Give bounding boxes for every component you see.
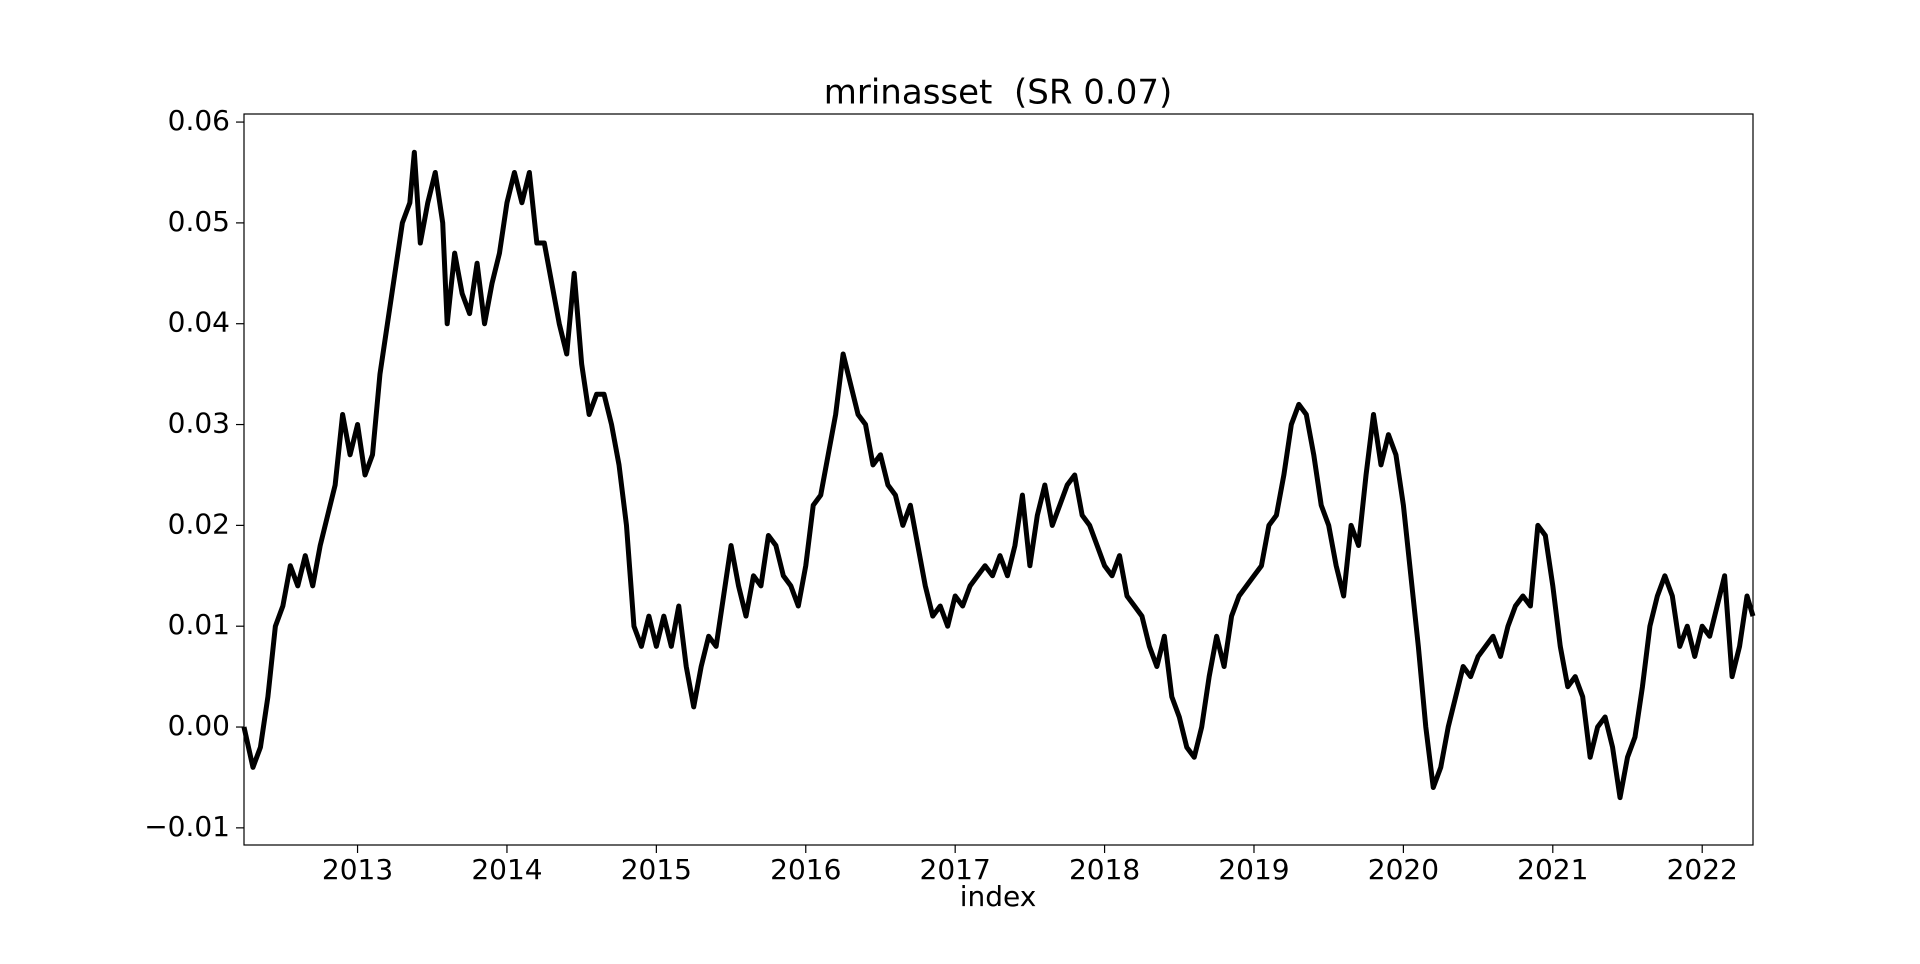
plot-frame xyxy=(243,113,1754,846)
x-tick-label: 2015 xyxy=(621,853,692,886)
y-tick-label: 0.01 xyxy=(168,608,230,641)
y-tick-label: 0.02 xyxy=(168,507,230,540)
x-tick-label: 2019 xyxy=(1218,853,1289,886)
x-tick-label: 2017 xyxy=(920,853,991,886)
y-tick-label: 0.05 xyxy=(168,205,230,238)
y-tick-label: 0.03 xyxy=(168,407,230,440)
x-tick-label: 2013 xyxy=(322,853,393,886)
x-tick-label: 2018 xyxy=(1069,853,1140,886)
y-tick-label: 0.06 xyxy=(168,104,230,137)
x-tick-label: 2021 xyxy=(1517,853,1588,886)
x-tick-label: 2014 xyxy=(471,853,542,886)
y-tick-label: −0.01 xyxy=(144,810,230,843)
chart-title: mrinasset (SR 0.07) xyxy=(824,73,1172,113)
y-tick-label: 0.00 xyxy=(168,709,230,742)
x-tick-label: 2020 xyxy=(1368,853,1439,886)
x-tick-label: 2022 xyxy=(1667,853,1738,886)
y-tick-label: 0.04 xyxy=(168,306,230,339)
x-tick-label: 2016 xyxy=(770,853,841,886)
series-line xyxy=(241,149,1756,801)
x-axis-label: index xyxy=(960,880,1037,913)
